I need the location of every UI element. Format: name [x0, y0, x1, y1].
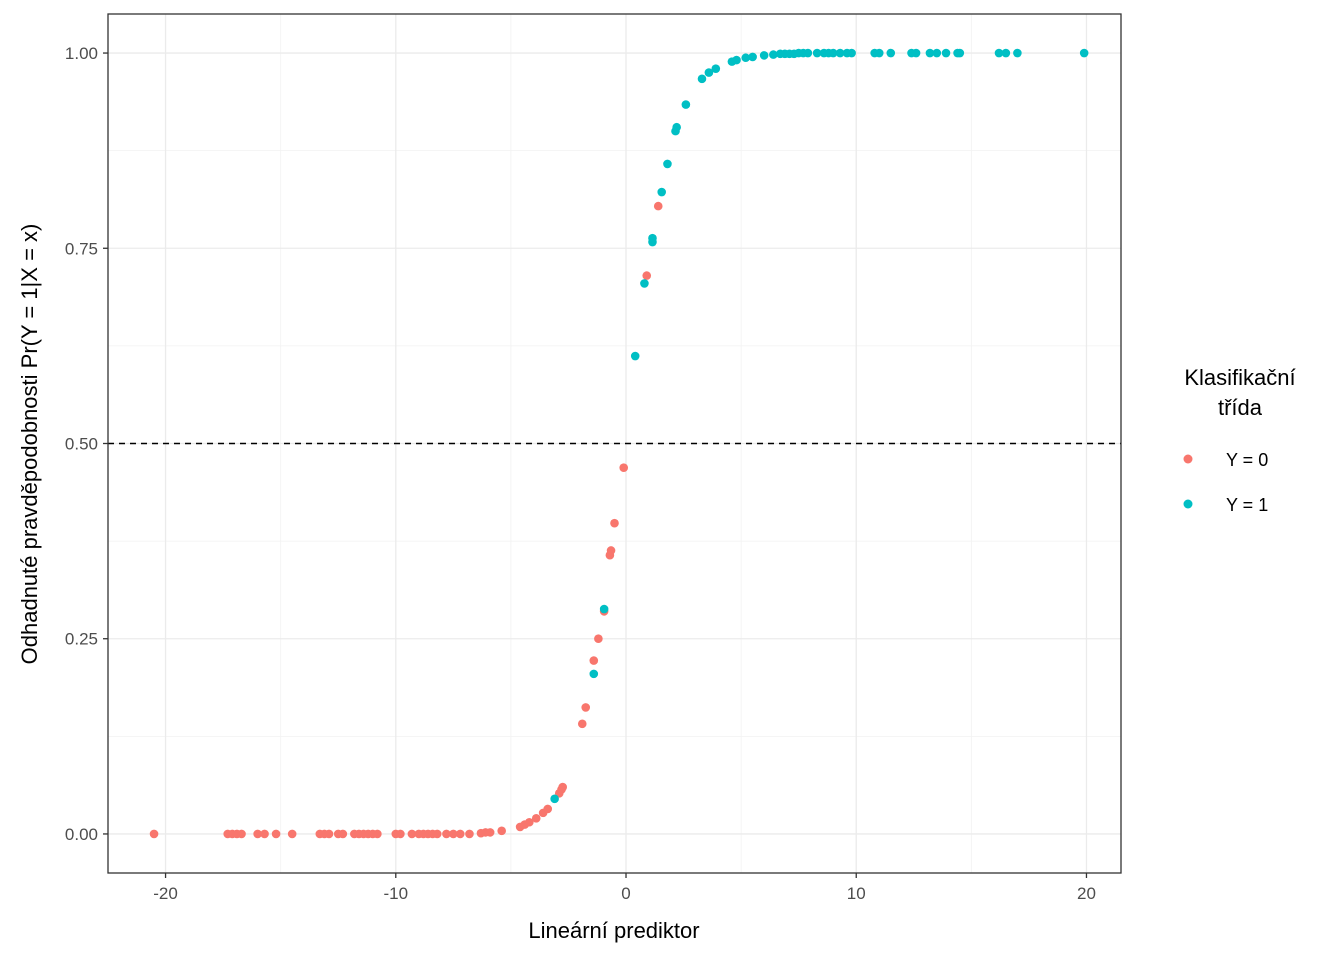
y-tick-label: 1.00: [65, 44, 98, 63]
point-y1: [630, 351, 640, 361]
y-tick-label: 0.25: [65, 630, 98, 649]
point-y1: [1013, 48, 1022, 58]
legend-title-line-2: třída: [1218, 395, 1263, 420]
point-y0: [373, 829, 382, 839]
point-y0: [594, 634, 603, 644]
y-tick-label: 0.75: [65, 239, 98, 258]
legend-title-line-1: Klasifikační: [1184, 365, 1295, 390]
point-y1: [741, 53, 751, 63]
point-y1: [812, 48, 822, 58]
y-tick-label: 0.50: [65, 435, 98, 454]
point-y0: [442, 829, 451, 839]
point-y1: [599, 604, 609, 614]
point-y1: [748, 52, 757, 62]
x-tick-label: -20: [153, 884, 178, 903]
point-y1: [589, 669, 599, 679]
point-y0: [271, 829, 281, 839]
legend: Klasifikační třída Y = 0 Y = 1: [1183, 365, 1296, 515]
point-y0: [260, 829, 269, 839]
point-y1: [911, 48, 921, 58]
point-y0: [465, 829, 474, 839]
point-y0: [449, 829, 458, 839]
point-y1: [640, 279, 649, 288]
point-y0: [606, 546, 616, 555]
data-points: [149, 48, 1089, 839]
point-y0: [577, 719, 587, 729]
point-y1: [663, 159, 672, 169]
point-y0: [324, 829, 334, 839]
point-y0: [581, 703, 591, 712]
point-y1: [1079, 48, 1089, 58]
point-y0: [432, 829, 442, 839]
point-y0: [455, 829, 465, 839]
point-y1: [759, 51, 769, 60]
point-y0: [589, 656, 599, 665]
point-y1: [550, 794, 559, 804]
point-y1: [1001, 48, 1011, 58]
point-y0: [543, 804, 553, 814]
point-y0: [610, 518, 619, 528]
legend-label-y1: Y = 1: [1226, 495, 1268, 515]
point-y0: [619, 463, 629, 473]
y-axis-ticks: 0.00 0.25 0.50 0.75 1.00: [65, 44, 108, 844]
x-tick-label: 10: [847, 884, 866, 903]
point-y0: [237, 829, 246, 839]
point-y0: [253, 829, 262, 839]
point-y1: [994, 48, 1004, 58]
point-y0: [396, 829, 405, 839]
y-axis-title: Odhadnuté pravděpodobnosti Pr(Y = 1|X = …: [17, 224, 42, 665]
point-y1: [732, 55, 741, 65]
point-y1: [874, 48, 884, 58]
point-y1: [711, 64, 721, 73]
point-y1: [769, 50, 778, 59]
point-y1: [886, 48, 896, 58]
point-y0: [525, 817, 534, 827]
point-y1: [828, 48, 838, 58]
point-y1: [704, 68, 714, 77]
legend-key-y0: [1183, 454, 1193, 464]
point-y1: [941, 48, 951, 58]
point-y0: [338, 829, 348, 839]
point-y0: [653, 201, 663, 211]
point-y1: [672, 122, 681, 132]
point-y0: [558, 782, 567, 792]
legend-item-y1: Y = 1: [1183, 495, 1268, 515]
point-y0: [149, 829, 159, 839]
x-tick-label: 0: [621, 884, 630, 903]
point-y0: [642, 271, 652, 280]
point-y0: [287, 829, 297, 839]
point-y1: [803, 48, 813, 58]
legend-label-y0: Y = 0: [1226, 450, 1268, 470]
x-axis-ticks: -20 -10 0 10 20: [153, 873, 1096, 903]
point-y1: [697, 74, 707, 84]
y-tick-label: 0.00: [65, 825, 98, 844]
point-y0: [407, 829, 417, 839]
x-tick-label: 20: [1077, 884, 1096, 903]
point-y1: [955, 48, 965, 58]
point-y1: [657, 187, 666, 197]
point-y1: [932, 48, 942, 58]
x-axis-title: Lineární prediktor: [528, 918, 699, 943]
point-y0: [485, 828, 495, 837]
point-y1: [681, 100, 691, 109]
plot-panel: [107, 13, 1122, 874]
point-y0: [497, 826, 506, 836]
point-y1: [925, 48, 935, 58]
point-y1: [648, 233, 657, 243]
x-tick-label: -10: [383, 884, 408, 903]
point-y1: [835, 48, 845, 58]
legend-key-y1: [1183, 499, 1193, 509]
point-y1: [847, 48, 856, 58]
legend-item-y0: Y = 0: [1183, 450, 1268, 470]
point-y0: [531, 814, 541, 823]
